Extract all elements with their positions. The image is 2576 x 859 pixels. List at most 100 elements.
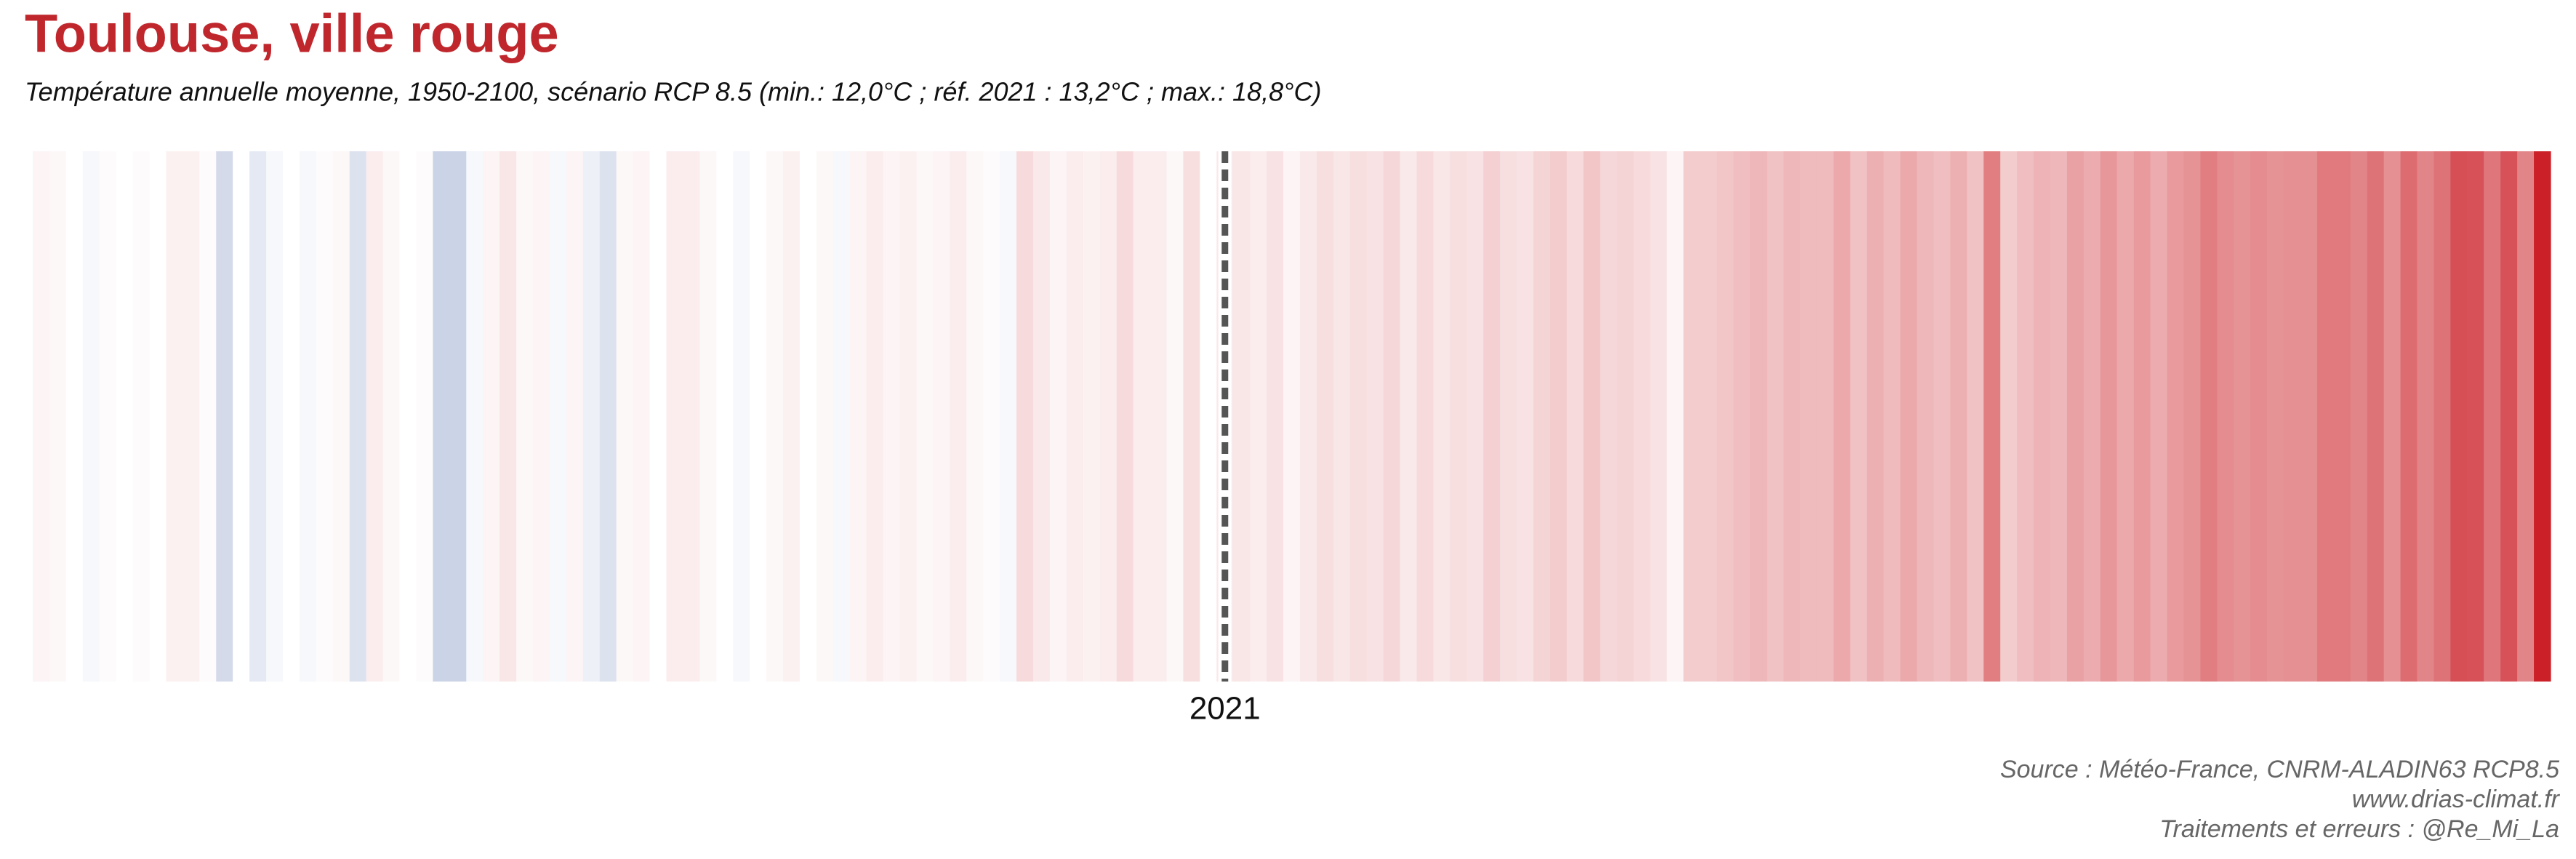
stripe — [1333, 151, 1351, 682]
stripe — [2050, 151, 2068, 682]
stripe — [1917, 151, 1935, 682]
stripe — [1416, 151, 1435, 682]
stripe — [1616, 151, 1634, 682]
stripe — [733, 151, 750, 682]
stripe — [1166, 151, 1184, 682]
stripe — [516, 151, 534, 682]
stripe — [766, 151, 784, 682]
stripe — [2350, 151, 2368, 682]
stripe — [132, 151, 151, 682]
stripe — [2234, 151, 2251, 682]
stripe — [1099, 151, 1118, 682]
stripe — [1016, 151, 1034, 682]
stripe — [2100, 151, 2118, 682]
stripe — [499, 151, 517, 682]
stripe — [1033, 151, 1051, 682]
stripe — [299, 151, 317, 682]
stripe — [49, 151, 67, 682]
stripe — [883, 151, 901, 682]
stripe — [2517, 151, 2535, 682]
stripe — [1200, 151, 1217, 682]
stripe — [783, 151, 801, 682]
stripe — [349, 151, 367, 682]
stripe — [2534, 151, 2551, 682]
stripe — [1267, 151, 1284, 682]
stripe — [2383, 151, 2402, 682]
stripe — [633, 151, 651, 682]
stripe — [1400, 151, 1418, 682]
stripe — [2300, 151, 2318, 682]
stripe — [916, 151, 934, 682]
stripe — [2200, 151, 2218, 682]
stripe — [2367, 151, 2385, 682]
stripe — [649, 151, 667, 682]
stripe — [1233, 151, 1251, 682]
chart-title: Toulouse, ville rouge — [25, 4, 559, 64]
stripe — [449, 151, 467, 682]
stripe — [866, 151, 884, 682]
stripe — [1183, 151, 1200, 682]
stripe — [1883, 151, 1901, 682]
stripe — [182, 151, 200, 682]
stripe — [266, 151, 284, 682]
stripe — [1700, 151, 1717, 682]
chart-subtitle: Température annuelle moyenne, 1950-2100,… — [25, 77, 1321, 107]
stripe — [283, 151, 300, 682]
stripe — [1983, 151, 2001, 682]
stripe — [1149, 151, 1168, 682]
stripe — [99, 151, 117, 682]
stripe — [2083, 151, 2101, 682]
stripe — [2034, 151, 2051, 682]
stripe — [316, 151, 334, 682]
stripe — [2066, 151, 2085, 682]
stripe — [1799, 151, 1818, 682]
stripe — [1549, 151, 1568, 682]
stripe — [332, 151, 350, 682]
stripe — [1133, 151, 1151, 682]
stripe — [983, 151, 1000, 682]
stripe — [1000, 151, 1017, 682]
stripe — [1850, 151, 1868, 682]
stripe — [1066, 151, 1084, 682]
stripe — [399, 151, 417, 682]
stripe — [2417, 151, 2435, 682]
stripe — [683, 151, 700, 682]
stripe — [249, 151, 267, 682]
stripe — [2316, 151, 2335, 682]
stripe — [2116, 151, 2135, 682]
stripe — [166, 151, 184, 682]
stripe — [1816, 151, 1834, 682]
stripe — [216, 151, 233, 682]
stripe — [2183, 151, 2201, 682]
stripe — [1733, 151, 1751, 682]
stripe — [1950, 151, 1967, 682]
stripe — [2000, 151, 2018, 682]
stripe — [1633, 151, 1651, 682]
stripe — [1517, 151, 1534, 682]
stripe — [2017, 151, 2034, 682]
stripe — [483, 151, 500, 682]
stripe — [716, 151, 734, 682]
stripe — [1967, 151, 1984, 682]
stripe — [1450, 151, 1467, 682]
stripe — [1466, 151, 1484, 682]
stripe — [1566, 151, 1584, 682]
stripe — [1900, 151, 1918, 682]
source-note: www.drias-climat.fr — [2352, 786, 2561, 813]
stripe — [1500, 151, 1517, 682]
stripe — [33, 151, 50, 682]
stripe — [1583, 151, 1601, 682]
stripe — [616, 151, 634, 682]
stripe — [116, 151, 134, 682]
stripe — [799, 151, 817, 682]
stripe — [1600, 151, 1618, 682]
stripe — [1666, 151, 1685, 682]
stripe — [1683, 151, 1701, 682]
stripe — [816, 151, 834, 682]
stripe — [1299, 151, 1317, 682]
stripe — [1750, 151, 1768, 682]
stripe — [1083, 151, 1101, 682]
stripe — [2500, 151, 2518, 682]
stripe — [2400, 151, 2418, 682]
